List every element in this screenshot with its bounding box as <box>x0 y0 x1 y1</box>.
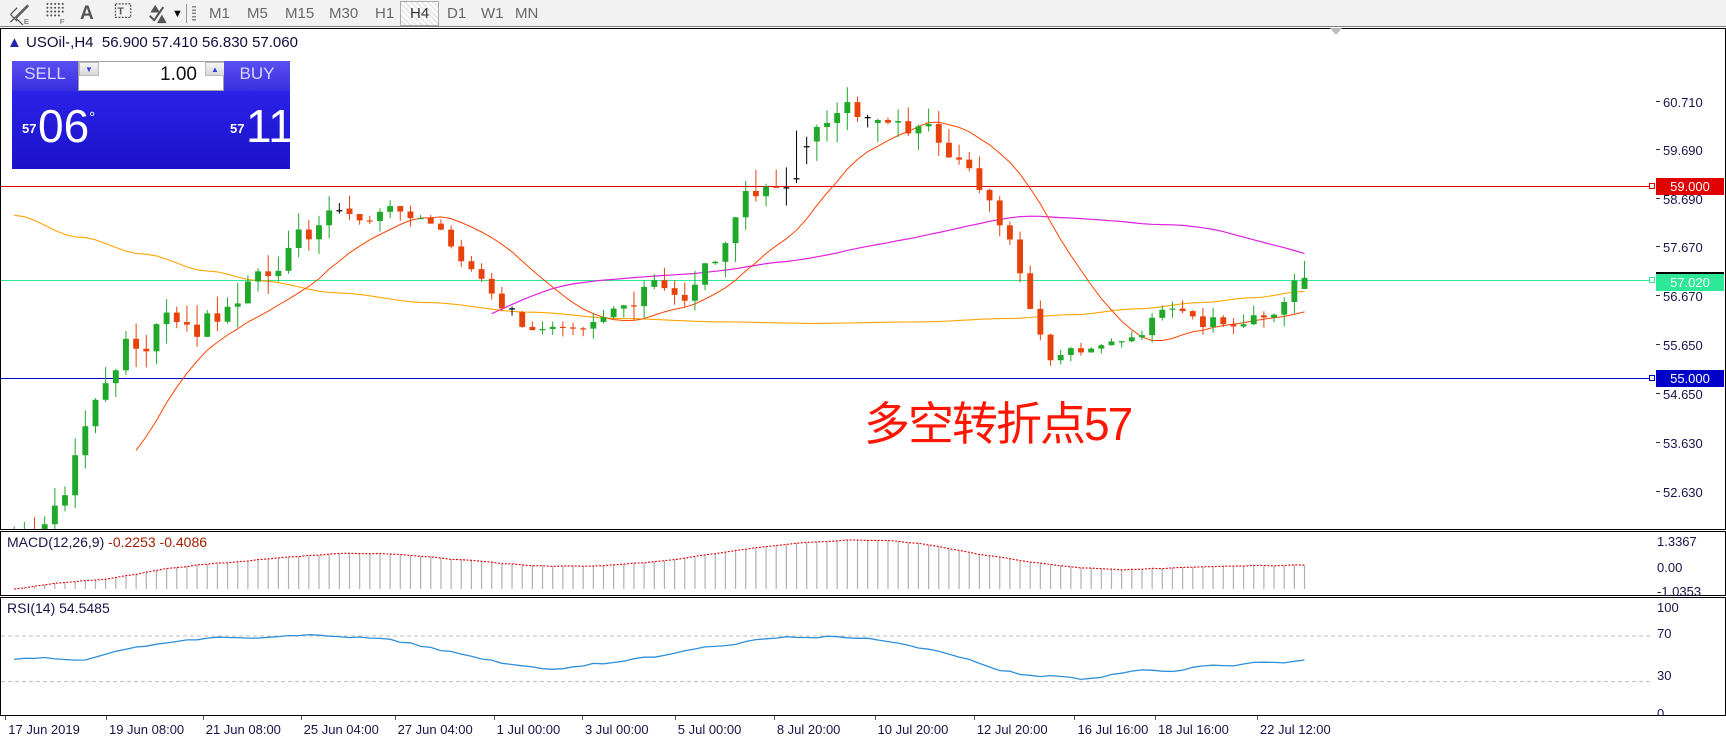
svg-text:T: T <box>117 5 124 17</box>
svg-text:F: F <box>60 17 65 25</box>
svg-text:E: E <box>24 17 29 25</box>
